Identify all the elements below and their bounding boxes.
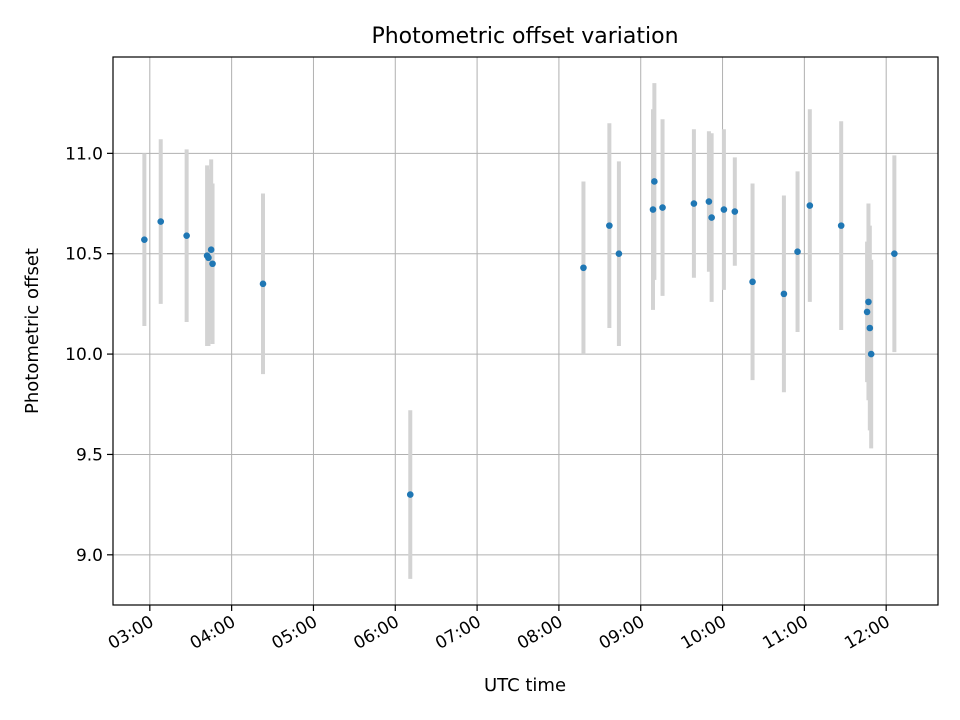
data-point: [806, 202, 814, 209]
grid: [113, 57, 938, 605]
y-axis-label: Photometric offset: [22, 248, 43, 414]
data-point: [209, 260, 216, 268]
y-tick-label: 9.0: [76, 546, 103, 566]
y-tick-label: 10.5: [65, 245, 103, 265]
data-point: [649, 206, 657, 213]
x-axis-label: UTC time: [484, 675, 566, 696]
data-point: [651, 178, 658, 185]
data-point: [837, 222, 845, 229]
data-point: [157, 218, 165, 225]
data-point: [183, 232, 190, 239]
data-point: [867, 350, 875, 358]
data-point: [866, 324, 874, 332]
y-axis-ticks: 9.0 9.5 10.0 10.5 11.0: [65, 144, 113, 566]
data-point: [863, 308, 871, 316]
data-point: [580, 264, 587, 272]
data-point: [406, 491, 414, 498]
data-point: [708, 214, 715, 221]
data-point: [615, 250, 623, 258]
data-point: [659, 204, 666, 211]
data-point: [205, 254, 212, 262]
data-point: [720, 206, 728, 213]
data-point: [780, 290, 788, 298]
data-point: [705, 198, 713, 205]
data-points: [141, 178, 898, 498]
y-tick-label: 10.0: [65, 345, 103, 365]
data-point: [606, 222, 613, 229]
data-point: [865, 298, 872, 306]
data-point: [731, 208, 739, 215]
data-point: [207, 246, 215, 254]
data-point: [891, 250, 898, 258]
y-tick-label: 9.5: [76, 445, 103, 465]
data-point: [749, 278, 756, 286]
data-point: [259, 280, 267, 288]
data-point: [690, 200, 698, 207]
data-point: [794, 248, 801, 256]
chart-title: Photometric offset variation: [371, 24, 678, 49]
plot-frame: [112, 56, 939, 606]
y-tick-label: 11.0: [65, 144, 103, 164]
data-point: [141, 236, 148, 243]
